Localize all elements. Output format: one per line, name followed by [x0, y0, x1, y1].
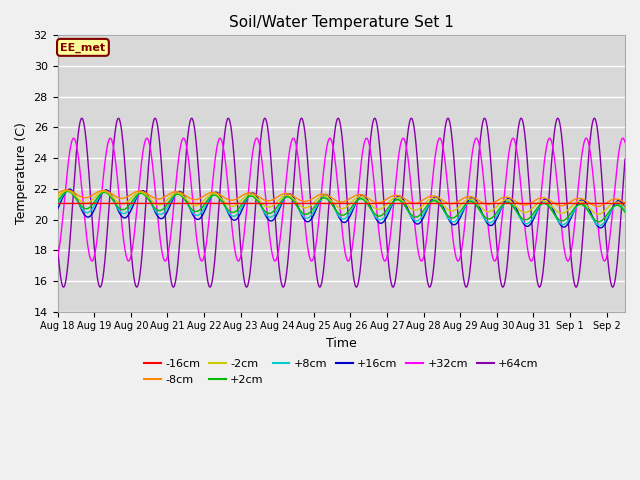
- +16cm: [295, 205, 303, 211]
- +32cm: [621, 140, 629, 145]
- +32cm: [98, 190, 106, 195]
- +16cm: [121, 215, 129, 221]
- -16cm: [54, 201, 61, 206]
- -16cm: [306, 201, 314, 206]
- -2cm: [121, 201, 129, 206]
- +64cm: [295, 125, 303, 131]
- +16cm: [66, 186, 74, 192]
- +16cm: [54, 206, 61, 212]
- +64cm: [317, 283, 324, 289]
- -8cm: [317, 192, 324, 197]
- +32cm: [54, 254, 61, 260]
- Legend: -16cm, -8cm, -2cm, +2cm, +8cm, +16cm, +32cm, +64cm: -16cm, -8cm, -2cm, +2cm, +8cm, +16cm, +3…: [140, 355, 543, 389]
- Line: -2cm: -2cm: [58, 191, 625, 214]
- -8cm: [121, 195, 129, 201]
- +64cm: [54, 243, 61, 249]
- -2cm: [317, 194, 324, 200]
- Line: +2cm: +2cm: [58, 192, 625, 222]
- +2cm: [54, 198, 61, 204]
- +2cm: [307, 209, 314, 215]
- +32cm: [317, 198, 324, 204]
- -8cm: [594, 204, 602, 209]
- +32cm: [88, 258, 96, 264]
- -8cm: [63, 187, 70, 192]
- +64cm: [170, 284, 177, 290]
- +32cm: [399, 135, 407, 141]
- +16cm: [596, 225, 604, 231]
- -16cm: [621, 201, 629, 206]
- +16cm: [307, 217, 314, 223]
- +8cm: [307, 213, 314, 219]
- -2cm: [621, 205, 629, 211]
- +8cm: [621, 209, 629, 215]
- +64cm: [377, 157, 385, 163]
- +32cm: [121, 246, 129, 252]
- +2cm: [121, 206, 129, 212]
- -8cm: [621, 200, 629, 206]
- -2cm: [377, 206, 385, 212]
- Line: +32cm: +32cm: [58, 138, 625, 261]
- -2cm: [54, 194, 61, 200]
- -8cm: [295, 197, 303, 203]
- +32cm: [295, 159, 303, 165]
- +64cm: [621, 156, 629, 162]
- +8cm: [295, 206, 303, 212]
- +8cm: [54, 202, 61, 208]
- +16cm: [98, 191, 106, 196]
- -16cm: [294, 201, 302, 206]
- +8cm: [98, 191, 106, 196]
- -8cm: [98, 188, 106, 193]
- +2cm: [64, 189, 72, 194]
- +16cm: [317, 197, 324, 203]
- Text: EE_met: EE_met: [60, 42, 106, 52]
- Line: +8cm: +8cm: [58, 191, 625, 226]
- X-axis label: Time: Time: [326, 337, 356, 350]
- +2cm: [621, 209, 629, 215]
- Y-axis label: Temperature (C): Temperature (C): [15, 122, 28, 225]
- +32cm: [377, 244, 385, 250]
- -8cm: [307, 197, 314, 203]
- -16cm: [121, 201, 129, 206]
- +32cm: [307, 257, 314, 263]
- +2cm: [295, 205, 303, 211]
- Line: -8cm: -8cm: [58, 190, 625, 206]
- +64cm: [481, 115, 488, 121]
- +2cm: [377, 213, 385, 219]
- -8cm: [377, 199, 385, 205]
- +16cm: [377, 220, 385, 226]
- -2cm: [295, 201, 303, 207]
- +2cm: [317, 196, 324, 202]
- +2cm: [595, 219, 603, 225]
- -16cm: [316, 201, 324, 206]
- +16cm: [621, 205, 629, 211]
- Line: +16cm: +16cm: [58, 189, 625, 228]
- +64cm: [307, 196, 314, 202]
- +8cm: [65, 188, 72, 193]
- +64cm: [98, 282, 106, 288]
- -8cm: [54, 191, 61, 196]
- -2cm: [595, 211, 602, 217]
- -16cm: [376, 201, 384, 206]
- Title: Soil/Water Temperature Set 1: Soil/Water Temperature Set 1: [229, 15, 454, 30]
- -2cm: [63, 188, 71, 193]
- Line: +64cm: +64cm: [58, 118, 625, 287]
- +8cm: [317, 197, 324, 203]
- +8cm: [596, 223, 604, 228]
- +8cm: [121, 210, 129, 216]
- +2cm: [98, 190, 106, 196]
- +64cm: [121, 157, 129, 163]
- -2cm: [307, 203, 314, 209]
- +8cm: [377, 217, 385, 223]
- -2cm: [98, 189, 106, 194]
- -16cm: [98, 201, 106, 206]
